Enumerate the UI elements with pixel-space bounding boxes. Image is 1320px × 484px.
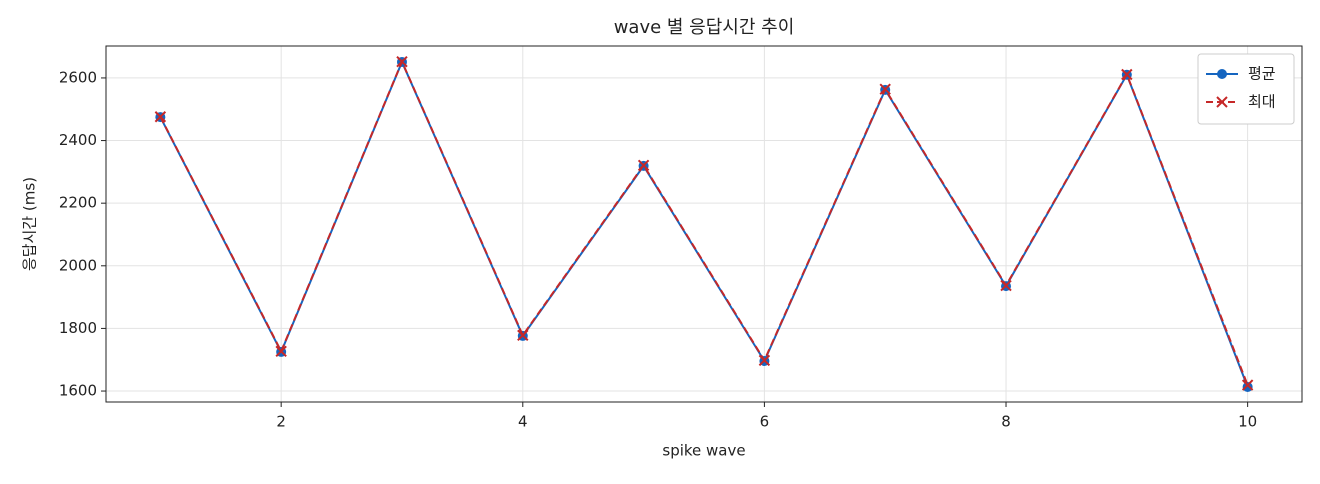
legend-marker bbox=[1216, 96, 1228, 108]
x-tick-label: 2 bbox=[276, 413, 286, 431]
y-axis-label: 응답시간 (ms) bbox=[21, 177, 39, 271]
y-tick-label: 2200 bbox=[59, 194, 97, 212]
point bbox=[637, 159, 650, 172]
point bbox=[1241, 379, 1254, 391]
y-tick-label: 2400 bbox=[59, 131, 97, 149]
x-tick-label: 10 bbox=[1238, 413, 1257, 431]
x-tick-label: 6 bbox=[760, 413, 770, 431]
x-tick-label: 8 bbox=[1001, 413, 1011, 431]
legend-marker bbox=[1217, 69, 1227, 79]
legend-label: 최대 bbox=[1248, 93, 1276, 111]
chart-title: wave 별 응답시간 추이 bbox=[614, 17, 795, 38]
legend-label: 평균 bbox=[1248, 65, 1276, 83]
point bbox=[879, 83, 891, 95]
y-tick-label: 1600 bbox=[59, 382, 97, 400]
y-tick-label: 2000 bbox=[59, 256, 97, 274]
point bbox=[517, 329, 529, 342]
point bbox=[1242, 381, 1253, 392]
point bbox=[154, 111, 167, 123]
point bbox=[758, 354, 771, 367]
x-tick-label: 4 bbox=[518, 413, 528, 431]
point bbox=[1121, 68, 1133, 81]
x-axis-label: spike wave bbox=[662, 442, 745, 460]
line bbox=[159, 59, 1249, 388]
line bbox=[159, 59, 1249, 386]
point bbox=[1000, 279, 1012, 292]
legend-box bbox=[1197, 53, 1295, 125]
point bbox=[275, 345, 287, 357]
y-tick-label: 2600 bbox=[59, 68, 97, 86]
y-tick-label: 1800 bbox=[59, 319, 97, 337]
plot-frame bbox=[105, 45, 1303, 403]
point bbox=[396, 55, 408, 68]
